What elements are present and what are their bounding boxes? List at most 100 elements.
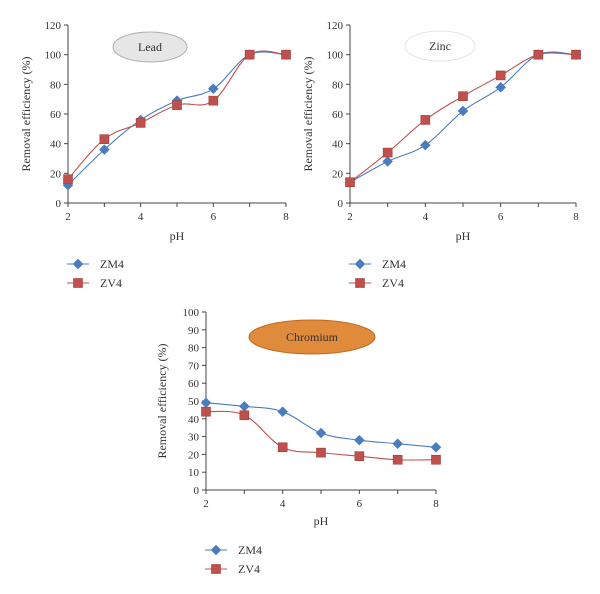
zinc-y-tick-label: 60	[332, 109, 344, 121]
zinc-point-zm4	[382, 156, 394, 167]
chromium-y-tick-label: 50	[188, 396, 200, 408]
chromium-legend-label-zv4: ZV4	[238, 562, 260, 576]
chromium-point-zv4	[316, 447, 326, 458]
chromium-point-zm4	[238, 400, 250, 412]
lead-point-zm4	[207, 83, 219, 95]
zinc-legend-marker-zv4	[355, 278, 365, 288]
chart-zinc: 0 20 40 60 80 100 120 2 4 6 8 pH Removal efficiency …	[301, 20, 582, 290]
lead-legend-marker-zv4	[73, 278, 83, 288]
chromium-x-tick-label: 6	[357, 498, 363, 510]
lead-point-zv4	[63, 174, 73, 185]
chromium-point-zv4	[431, 454, 441, 465]
chromium-legend-marker-zm4	[210, 544, 222, 556]
lead-title-badge	[112, 31, 188, 63]
chromium-point-zm4	[392, 438, 404, 450]
zinc-y-tick-label: 0	[338, 198, 344, 210]
lead-point-zm4	[98, 144, 110, 155]
zinc-y-tick-label: 40	[332, 139, 344, 151]
chromium-point-zm4	[353, 434, 365, 446]
zinc-y-tick-label: 20	[332, 168, 344, 180]
zinc-point-zv4	[458, 91, 468, 101]
chromium-point-zv4	[239, 410, 250, 421]
chromium-y-tick-label: 0	[194, 485, 200, 497]
lead-point-zv4	[244, 49, 255, 60]
chromium-x-axis-title: pH	[314, 514, 329, 528]
lead-point-zv4	[208, 95, 219, 106]
chromium-point-zv4	[277, 442, 288, 453]
lead-point-zv4	[135, 118, 146, 128]
lead-legend-label-zv4: ZV4	[100, 276, 122, 290]
chromium-y-tick-label: 60	[188, 378, 200, 390]
chromium-x-tick-label: 2	[203, 498, 209, 510]
lead-point-zv4	[172, 100, 182, 110]
zinc-point-zv4	[571, 49, 581, 60]
zinc-chart-title: Zinc	[429, 39, 451, 53]
zinc-legend-label-zv4: ZV4	[382, 276, 404, 290]
zinc-x-tick-label: 2	[347, 211, 353, 223]
chromium-x-tick-label: 4	[280, 498, 286, 510]
chromium-y-tick-label: 20	[188, 449, 200, 461]
lead-y-tick-label: 120	[45, 20, 62, 32]
zinc-y-tick-label: 80	[332, 79, 344, 91]
lead-x-tick-label: 2	[65, 211, 71, 223]
lead-y-tick-label: 0	[56, 198, 62, 210]
chromium-point-zv4	[392, 454, 403, 465]
lead-y-tick-label: 40	[50, 139, 62, 151]
chromium-point-zv4	[354, 451, 365, 461]
zinc-x-axis-title: pH	[456, 229, 471, 243]
lead-series-line-zm4	[67, 51, 287, 186]
chromium-title-badge	[248, 319, 376, 355]
lead-y-tick-label: 60	[50, 109, 62, 121]
chromium-y-axis-title: Removal efficiency (%)	[155, 343, 169, 458]
zinc-point-zm4	[457, 105, 469, 117]
lead-point-zv4	[99, 134, 110, 145]
chromium-chart-title: Chromium	[286, 330, 339, 344]
lead-legend-marker-zm4	[72, 258, 84, 270]
zinc-y-tick-label: 100	[327, 50, 344, 62]
chromium-point-zm4	[277, 406, 289, 418]
lead-chart-title: Lead	[138, 40, 162, 54]
lead-series-line-zv4	[67, 50, 287, 180]
zinc-point-zv4	[345, 177, 355, 188]
lead-y-tick-label: 80	[50, 79, 62, 91]
zinc-point-zv4	[382, 147, 393, 158]
zinc-point-zm4	[419, 139, 431, 151]
chromium-point-zm4	[315, 427, 327, 439]
zinc-point-zv4	[495, 70, 506, 81]
lead-y-axis-title: Removal efficiency (%)	[19, 56, 33, 171]
chromium-y-tick-label: 70	[188, 360, 200, 372]
zinc-legend-label-zm4: ZM4	[382, 257, 406, 271]
lead-legend-label-zm4: ZM4	[100, 257, 124, 271]
zinc-x-tick-label: 4	[423, 211, 429, 223]
zinc-y-tick-label: 120	[327, 20, 344, 32]
zinc-title-badge	[404, 30, 476, 62]
chromium-y-tick-label: 10	[188, 467, 200, 479]
chart-chromium: 0 10 20 30 40 50 60 70 80 90 100 2 4 6 8 pH Removal effi…	[155, 307, 442, 576]
chromium-y-tick-label: 100	[183, 307, 200, 319]
chromium-point-zm4	[430, 441, 442, 453]
lead-x-tick-label: 4	[138, 211, 144, 223]
chromium-point-zm4	[200, 397, 212, 409]
lead-x-tick-label: 8	[283, 211, 289, 223]
zinc-point-zv4	[533, 49, 544, 60]
zinc-x-tick-label: 8	[573, 211, 579, 223]
chromium-legend-label-zm4: ZM4	[238, 543, 262, 557]
chromium-point-zv4	[201, 406, 211, 417]
lead-x-tick-label: 6	[211, 211, 217, 223]
lead-y-tick-label: 100	[45, 50, 62, 62]
chromium-series-line-zm4	[205, 402, 437, 448]
chromium-legend-marker-zv4	[211, 564, 221, 574]
zinc-point-zm4	[495, 81, 507, 93]
lead-point-zv4	[281, 49, 291, 60]
chart-lead: 0 20 40 60 80 100 120 2 4 6 8 pH Removal efficiency …	[19, 20, 292, 290]
chromium-x-tick-label: 8	[433, 498, 439, 510]
zinc-legend-marker-zm4	[354, 258, 366, 270]
lead-y-tick-label: 20	[50, 168, 62, 180]
zinc-point-zv4	[420, 115, 431, 125]
chromium-y-tick-label: 80	[188, 343, 200, 355]
chromium-y-tick-label: 30	[188, 432, 200, 444]
zinc-x-tick-label: 6	[498, 211, 504, 223]
